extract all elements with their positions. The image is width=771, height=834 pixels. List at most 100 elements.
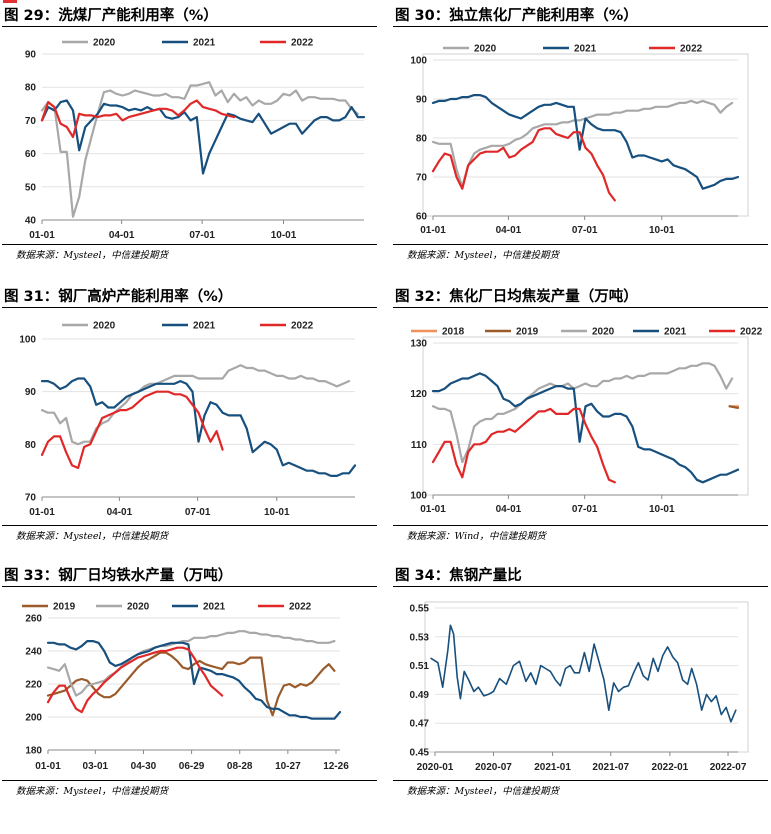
y-tick-label: 70 [25,493,37,504]
x-tick-label: 06-29 [179,761,205,772]
chart-svg: 100 110 120 130 01-01 04-01 07-01 10-01 2018 2019… [410,327,762,516]
x-tick-label: 10-01 [649,225,675,236]
chart-area: 0.45 0.47 0.49 0.51 0.53 0.55 2020-01 2020-07 20… [393,588,768,806]
x-tick-label: 10-01 [264,507,290,518]
y-tick-label: 90 [416,95,428,106]
legend-label: 2019 [53,602,76,613]
legend-label: 2022 [680,44,703,55]
x-tick-label: 04-01 [107,507,133,518]
series-line-2021 [40,377,357,477]
y-tick-label: 0.55 [410,604,430,615]
series-line-2022 [431,127,616,202]
y-tick-label: 90 [25,387,37,398]
legend-label: 2018 [442,327,465,338]
series-line-2021 [40,99,366,175]
chart-title: 图 32：焦化厂日均焦炭产量（万吨） [395,289,638,305]
series-line-2020 [40,81,359,218]
chart-panel-blast-furnace: 图 31：钢厂高炉产能利用率（%） 70 80 90 100 01-01 04-01 07-… [2,285,377,555]
plot-frame [424,601,749,753]
x-tick-label: 10-01 [649,504,675,515]
chart-panel-coke-output: 图 32：焦化厂日均焦炭产量（万吨） 100 110 120 130 01-01 04-0… [393,285,768,555]
chart-area: 60 70 80 90 100 01-01 04-01 07-01 10-01 2020 2021 2… [393,28,768,246]
y-tick-label: 200 [25,713,42,724]
x-tick-label: 07-01 [185,507,211,518]
x-tick-label: 03-01 [83,761,109,772]
chart-svg: 70 80 90 100 01-01 04-01 07-01 10-01 2020 2021 202… [19,321,357,518]
legend-label: 2021 [574,44,597,55]
series-line-2022 [46,646,224,714]
series-line-2020 [431,99,734,188]
chart-area: 100 110 120 130 01-01 04-01 07-01 10-01 2018 2019… [393,309,768,527]
y-tick-label: 90 [25,50,37,61]
y-tick-label: 220 [25,680,42,691]
x-tick-label: 01-01 [35,761,61,772]
x-tick-label: 12-26 [323,761,349,772]
legend-label: 2022 [289,602,312,613]
chart-title: 图 31：钢厂高炉产能利用率（%） [4,289,233,305]
y-tick-label: 240 [25,647,42,658]
legend-label: 2020 [474,44,497,55]
x-tick-label: 01-01 [420,504,446,515]
y-tick-label: 0.53 [410,632,430,643]
legend-label: 2019 [516,327,539,338]
y-tick-label: 100 [410,56,427,67]
x-tick-label: 10-01 [271,230,297,241]
plot-frame [422,336,749,496]
legend-label: 2020 [127,602,150,613]
chart-title: 图 30：独立焦化厂产能利用率（%） [395,8,638,24]
y-tick-label: 0.49 [410,690,430,701]
x-tick-label: 01-01 [29,230,55,241]
legend-label: 2020 [93,38,116,49]
y-tick-label: 100 [410,491,427,502]
source-note: 数据来源：Mysteel，中信建投期货 [16,250,169,261]
y-tick-label: 0.45 [410,748,430,759]
x-tick-label: 07-01 [572,225,598,236]
y-tick-label: 80 [25,440,37,451]
y-tick-label: 60 [416,212,428,223]
series-line-2022 [40,390,224,470]
legend-label: 2022 [291,321,314,332]
x-tick-label: 04-01 [496,225,522,236]
series-line-2022 [40,99,236,139]
y-tick-label: 80 [25,83,37,94]
legend-label: 2020 [592,327,615,338]
chart-area: 40 50 60 70 80 90 01-01 04-01 07-01 10-01 2020 2021… [2,28,377,246]
x-tick-label: 2021-01 [534,762,571,773]
legend-label: 2021 [193,321,216,332]
y-tick-label: 50 [25,182,37,193]
source-note: 数据来源：Mysteel，中信建投期货 [16,531,169,542]
x-tick-label: 2022-07 [710,762,747,773]
chart-svg: 0.45 0.47 0.49 0.51 0.53 0.55 2020-01 2020-07 20… [410,601,749,773]
y-tick-label: 120 [410,389,427,400]
series-line-2019 [728,405,740,410]
chart-svg: 180 200 220 240 260 01-01 03-01 04-30 06-29 08-28… [22,602,349,772]
chart-svg: 40 50 60 70 80 90 01-01 04-01 07-01 10-01 2020 2021… [25,38,366,241]
y-tick-label: 0.47 [410,719,430,730]
chart-area: 180 200 220 240 260 01-01 03-01 04-30 06-29 08-28… [2,588,377,806]
series-line-ratio [430,624,737,723]
y-tick-label: 40 [25,216,37,227]
y-tick-label: 70 [416,173,428,184]
y-tick-label: 80 [416,134,428,145]
legend-label: 2022 [291,38,314,49]
series-line-2020 [431,362,734,464]
source-note: 数据来源：Wind，中信建投期货 [407,531,546,542]
y-tick-label: 260 [25,614,42,625]
y-tick-label: 0.51 [410,661,430,672]
series-line-2020 [46,630,336,697]
chart-title: 图 29：洗煤厂产能利用率（%） [4,8,218,24]
series-line-2022 [431,407,616,484]
x-tick-label: 01-01 [29,507,55,518]
chart-panel-hot-metal: 图 33：钢厂日均铁水产量（万吨） 180 200 220 240 260 01-01 03… [2,564,377,834]
y-tick-label: 100 [19,335,36,346]
x-tick-label: 2020-07 [475,762,512,773]
series-line-2021 [431,372,740,484]
x-tick-label: 2022-01 [652,762,689,773]
source-note: 数据来源：Mysteel，中信建投期货 [407,250,560,261]
chart-panel-coking-plant: 图 30：独立焦化厂产能利用率（%） 60 70 80 90 100 01-01 04-01… [393,4,768,274]
chart-panel-coke-steel-ratio: 图 34：焦钢产量比 0.45 0.47 0.49 0.51 0.53 0.55 2020-… [393,564,768,834]
source-note: 数据来源：Mysteel，中信建投期货 [16,786,169,797]
x-tick-label: 2021-07 [592,762,629,773]
chart-title: 图 33：钢厂日均铁水产量（万吨） [4,568,233,584]
x-tick-label: 01-01 [420,225,446,236]
